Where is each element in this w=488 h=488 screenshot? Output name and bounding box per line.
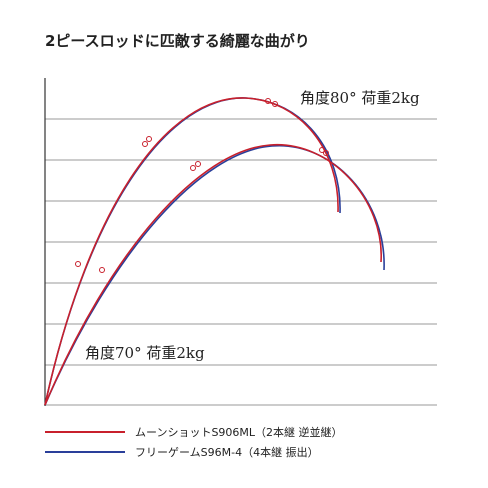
title: 2ピースロッドに匹敵する綺麗な曲がり xyxy=(45,32,310,50)
lower-label: 角度70° 荷重2kg xyxy=(85,344,205,362)
markers xyxy=(75,98,329,273)
curves xyxy=(44,97,385,406)
legend-label: ムーンショットS906ML（2本継 逆並継） xyxy=(135,425,343,439)
legend-label: フリーゲームS96M-4（4本継 振出） xyxy=(135,445,319,459)
upper-label: 角度80° 荷重2kg xyxy=(300,89,420,107)
grid xyxy=(45,118,437,406)
